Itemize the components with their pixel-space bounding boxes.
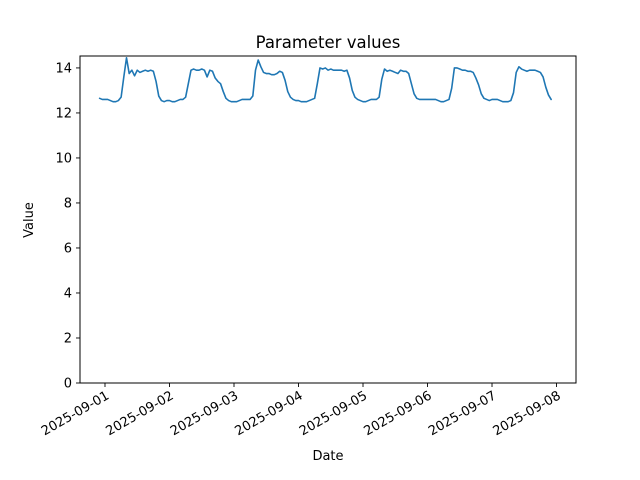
y-axis-tick-label: 4 (64, 286, 72, 301)
x-axis-tick-label: 2025-09-06 (362, 388, 435, 439)
x-axis-tick-label: 2025-09-01 (39, 388, 112, 439)
y-axis-tick-label: 6 (64, 241, 72, 256)
plot-border (79, 55, 577, 384)
x-axis-tick-label: 2025-09-03 (168, 388, 241, 439)
y-axis-tick-label: 0 (64, 377, 72, 392)
x-axis-tick-label: 2025-09-05 (297, 388, 370, 439)
x-axis-tick-label: 2025-09-04 (233, 388, 306, 439)
y-axis-label: Value (22, 202, 37, 238)
data-line (98, 56, 552, 103)
y-axis-tick-label: 10 (55, 151, 72, 166)
chart-title: Parameter values (255, 33, 401, 52)
x-axis-tick-label: 2025-09-08 (491, 388, 564, 439)
y-axis-tick-label: 8 (64, 196, 72, 211)
x-axis-tick-label: 2025-09-07 (426, 388, 499, 439)
x-axis-label: Date (312, 449, 344, 464)
y-axis-tick-label: 12 (55, 106, 72, 121)
y-axis-tick-label: 2 (64, 331, 72, 346)
x-axis-tick-label: 2025-09-02 (104, 388, 177, 439)
y-axis-tick-label: 14 (55, 61, 72, 76)
